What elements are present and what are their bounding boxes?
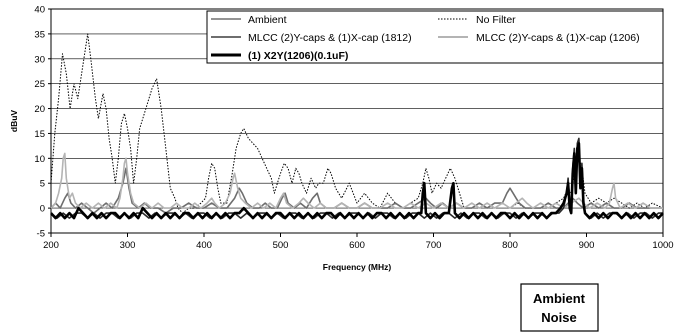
x-tick-label-200: 200	[43, 240, 59, 251]
y-tick-label-20: 20	[34, 104, 45, 115]
x-tick-label-500: 500	[273, 240, 289, 251]
legend: Ambient No Filter MLCC (2)Y-caps & (1)X-…	[206, 10, 664, 64]
y-tick-label-40: 40	[34, 5, 45, 16]
series-line-mlcc_1206	[50, 152, 663, 209]
legend-label-no-filter: No Filter	[476, 14, 516, 26]
series-line-x2y	[50, 142, 664, 220]
y-tick-label-10: 10	[34, 154, 45, 165]
y-tick-label-0: 0	[40, 204, 45, 215]
callout-box	[520, 283, 599, 332]
legend-label-mlcc-1206: MLCC (2)Y-caps & (1)X-cap (1206)	[476, 32, 640, 44]
x-tick-label-300: 300	[120, 240, 136, 251]
y-tick-label--5: -5	[37, 229, 45, 240]
y-tick-label-5: 5	[40, 179, 45, 190]
y-tick-label-15: 15	[34, 129, 45, 140]
x-tick-label-600: 600	[349, 240, 365, 251]
callout-line-2: Noise	[541, 310, 576, 325]
axes: -5 0 5 10 15 20 25 30 35 40 200 300 400 500 600 700 800 9…	[34, 5, 673, 252]
legend-label-mlcc-1812: MLCC (2)Y-caps & (1)X-cap (1812)	[248, 32, 412, 44]
series-layer	[50, 33, 664, 220]
y-tick-label-35: 35	[34, 29, 45, 40]
x-tick-label-400: 400	[196, 240, 212, 251]
y-tick-label-30: 30	[34, 54, 45, 65]
gridlines	[51, 33, 663, 209]
legend-label-ambient: Ambient	[248, 14, 287, 26]
x-tick-label-800: 800	[502, 240, 518, 251]
x-axis-title: Frequency (MHz)	[323, 262, 392, 272]
y-axis-title: dBuV	[9, 110, 19, 133]
x-tick-label-700: 700	[426, 240, 442, 251]
ambient-noise-callout: Ambient Noise	[520, 283, 599, 332]
x-tick-label-1000: 1000	[652, 240, 673, 251]
x-tick-label-900: 900	[579, 240, 595, 251]
callout-line-1: Ambient	[533, 291, 586, 306]
legend-box	[206, 10, 664, 64]
y-tick-label-25: 25	[34, 79, 45, 90]
legend-label-x2y: (1) X2Y(1206)(0.1uF)	[248, 50, 348, 62]
